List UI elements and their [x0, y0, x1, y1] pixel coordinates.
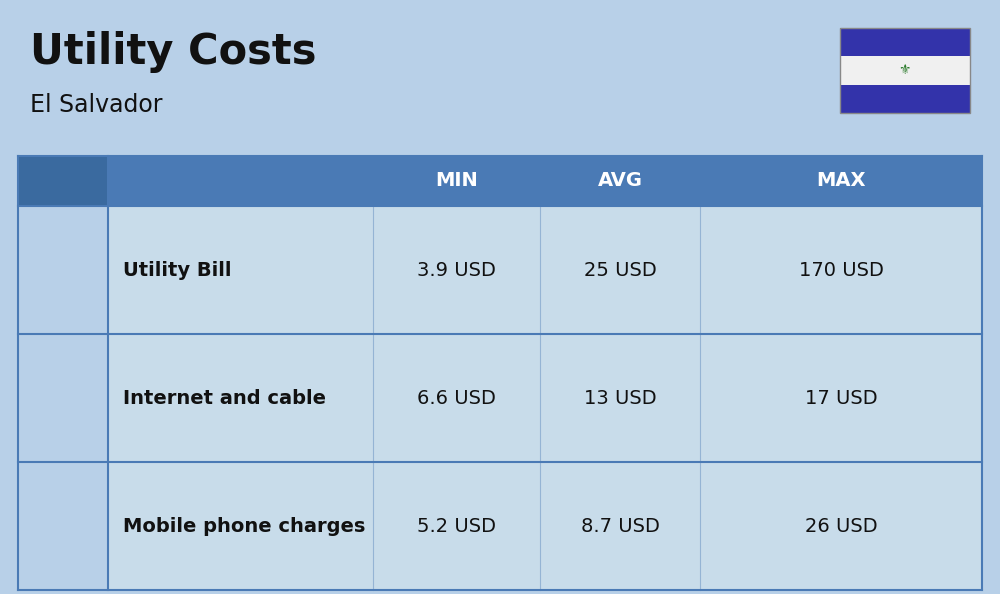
- Bar: [840, 28, 970, 113]
- Bar: [18, 334, 982, 462]
- Text: 26 USD: 26 USD: [805, 517, 877, 536]
- Text: ⚜: ⚜: [899, 64, 911, 77]
- Bar: [18, 334, 108, 462]
- Bar: [840, 56, 970, 85]
- Text: Mobile phone charges: Mobile phone charges: [123, 517, 365, 536]
- Bar: [840, 85, 970, 113]
- Bar: [18, 462, 982, 590]
- Bar: [18, 206, 108, 334]
- Text: 17 USD: 17 USD: [805, 388, 877, 407]
- Bar: [840, 28, 970, 56]
- Text: MAX: MAX: [816, 172, 866, 191]
- Text: El Salvador: El Salvador: [30, 93, 162, 117]
- Text: 8.7 USD: 8.7 USD: [581, 517, 659, 536]
- Text: Utility Bill: Utility Bill: [123, 261, 232, 280]
- Text: 13 USD: 13 USD: [584, 388, 656, 407]
- Text: 3.9 USD: 3.9 USD: [417, 261, 496, 280]
- Bar: [41, 504, 85, 548]
- Text: 25 USD: 25 USD: [584, 261, 656, 280]
- Bar: [18, 156, 108, 206]
- Text: 170 USD: 170 USD: [799, 261, 883, 280]
- Text: 6.6 USD: 6.6 USD: [417, 388, 496, 407]
- Bar: [18, 462, 108, 590]
- Text: AVG: AVG: [598, 172, 642, 191]
- Text: Utility Costs: Utility Costs: [30, 31, 316, 73]
- Bar: [41, 248, 85, 292]
- Bar: [18, 206, 982, 334]
- Text: Internet and cable: Internet and cable: [123, 388, 326, 407]
- Text: 5.2 USD: 5.2 USD: [417, 517, 496, 536]
- Bar: [41, 376, 85, 420]
- Bar: [18, 156, 982, 206]
- Text: MIN: MIN: [435, 172, 478, 191]
